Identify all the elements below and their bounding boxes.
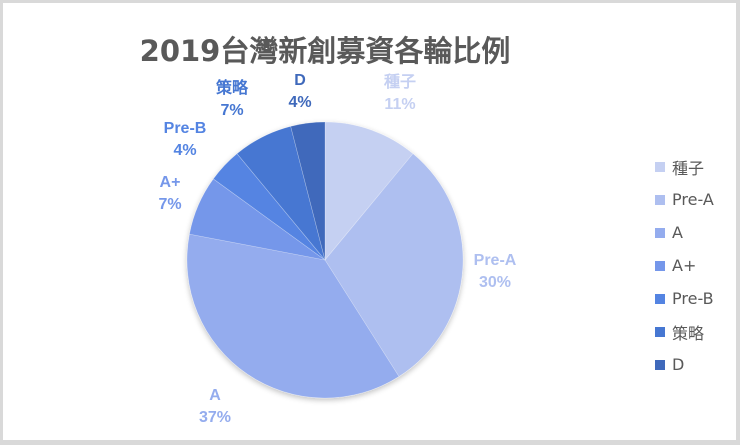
legend-swatch-icon <box>655 326 665 337</box>
pie-slice-0 <box>324 121 414 261</box>
legend-label: A+ <box>672 256 697 275</box>
data-label-name: 種子 <box>383 74 416 91</box>
pie-slice-2 <box>186 233 400 399</box>
legend-label: 策略 <box>672 323 705 343</box>
legend-label: Pre-A <box>672 190 714 209</box>
legend-item: Pre-A <box>655 183 714 216</box>
pie-slice-1 <box>324 153 464 377</box>
data-label-name: Pre-B <box>163 120 207 137</box>
data-label-value: 7% <box>158 196 182 213</box>
data-label-value: 37% <box>198 409 232 426</box>
legend-item: 種子 <box>655 150 714 183</box>
legend-swatch-icon <box>655 359 665 370</box>
data-label-name: D <box>294 72 306 89</box>
legend-swatch-icon <box>655 293 665 304</box>
data-label-name: 策略 <box>215 80 248 97</box>
data-label: A 37% <box>195 385 235 429</box>
legend-label: D <box>672 355 685 374</box>
pie-slice-6 <box>290 121 326 261</box>
data-label-name: Pre-A <box>473 252 517 269</box>
data-label: 策略 7% <box>207 78 257 122</box>
data-label: D 4% <box>280 70 320 114</box>
legend-label: 種子 <box>672 158 705 178</box>
chart-title: 2019台灣新創募資各輪比例 <box>139 34 511 68</box>
data-label-value: 4% <box>288 94 312 111</box>
data-label-name: A <box>209 387 221 404</box>
data-label-value: 4% <box>173 142 197 159</box>
legend-label: A <box>672 223 683 242</box>
legend-item: Pre-B <box>655 282 714 315</box>
data-label: 種子 11% <box>375 72 425 116</box>
legend-swatch-icon <box>655 260 665 271</box>
data-label-value: 11% <box>384 96 416 113</box>
data-label-name: A+ <box>159 174 181 191</box>
data-label-value: 7% <box>220 102 244 119</box>
legend-item: D <box>655 348 714 381</box>
legend-label: Pre-B <box>672 289 714 308</box>
data-label-value: 30% <box>478 274 512 291</box>
legend: 種子 Pre-A A A+ Pre-B 策略 D <box>655 150 714 381</box>
legend-swatch-icon <box>655 161 665 172</box>
data-label: Pre-B 4% <box>155 118 215 162</box>
legend-item: A <box>655 216 714 249</box>
legend-swatch-icon <box>655 194 665 205</box>
legend-swatch-icon <box>655 227 665 238</box>
legend-item: A+ <box>655 249 714 282</box>
data-label: A+ 7% <box>150 172 190 216</box>
data-label: Pre-A 30% <box>465 250 525 294</box>
legend-item: 策略 <box>655 315 714 348</box>
